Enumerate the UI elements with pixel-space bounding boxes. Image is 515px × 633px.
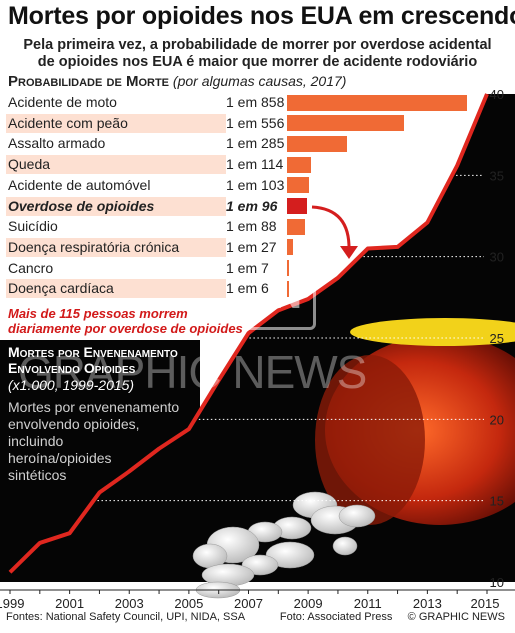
category-label: Acidente de moto: [8, 94, 117, 110]
x-tick-label: 2003: [115, 596, 144, 611]
brand-credit: © GRAPHIC NEWS: [407, 611, 505, 623]
probability-bar: [287, 280, 289, 297]
area-chart-legend: Mortes por envenenamento envolvendo opio…: [8, 399, 193, 484]
row-shade: [6, 279, 226, 299]
footer-credits: Foto: Associated Press © GRAPHIC NEWS: [280, 611, 505, 623]
probability-bar: [287, 94, 467, 111]
x-tick-label: 2011: [354, 596, 382, 611]
watermark-text: GRAPHIC NEWS: [18, 346, 367, 398]
probability-label: 1 em 96: [226, 197, 278, 214]
x-tick-label: 2005: [174, 596, 203, 611]
row-shade: [6, 155, 226, 175]
page-title: Mortes por opioides nos EUA em crescendo: [8, 2, 515, 30]
area-chart-title-line-1: Mortes por Envenenamento: [8, 344, 178, 360]
area-chart-title: Mortes por Envenenamento Envolvendo Opio…: [8, 344, 178, 376]
probability-note: (por algumas causas, 2017): [172, 73, 347, 89]
callout-line-2: diariamente por overdose de opioides: [8, 321, 243, 336]
y-tick-label: 10: [490, 575, 504, 590]
pill-icon: [338, 504, 376, 528]
probability-label: 1 em 88: [226, 218, 277, 235]
probability-label: 1 em 114: [226, 156, 284, 173]
legend-line-2: envolvendo opioides,: [8, 416, 140, 432]
pill-icon: [332, 536, 358, 556]
y-tick-label: 35: [490, 168, 504, 183]
probability-bar: [287, 156, 311, 173]
probability-title: Probabilidade de Morte: [8, 73, 170, 90]
pill-bottle-icon: [315, 318, 515, 525]
y-tick-label: 25: [490, 331, 504, 346]
probability-label: 1 em 858: [226, 94, 285, 110]
x-tick-label: 2009: [294, 596, 323, 611]
x-tick-label: 2015: [471, 596, 500, 611]
subtitle-line-1: Pela primeira vez, a probabilidade de mo…: [23, 37, 492, 53]
x-tick-label: 2001: [55, 596, 84, 611]
probability-header: Probabilidade de Morte (por algumas caus…: [8, 73, 346, 90]
callout-line-1: Mais de 115 pessoas morrem: [8, 306, 188, 321]
probability-bar: [287, 218, 306, 235]
photo-credit: Foto: Associated Press: [279, 611, 393, 623]
legend-line-5: sintéticos: [8, 467, 67, 483]
sources-text: Fontes: National Safety Council, UPI, NI…: [6, 611, 245, 623]
subtitle: Pela primeira vez, a probabilidade de mo…: [0, 37, 515, 71]
daily-deaths-callout: Mais de 115 pessoas morrem diariamente p…: [8, 306, 243, 336]
probability-label: 1 em 103: [226, 176, 285, 193]
legend-line-4: heroína/opioides: [8, 450, 112, 466]
probability-bar: [287, 260, 289, 277]
y-tick-label: 40: [490, 87, 504, 102]
category-label: Cancro: [8, 259, 54, 276]
x-tick-label: 2007: [234, 596, 263, 611]
y-tick-label: 30: [490, 250, 504, 265]
row-shade: [6, 113, 226, 133]
probability-label: 1 em 556: [226, 114, 285, 131]
category-label: Queda: [8, 156, 51, 173]
category-label: Acidente com peão: [8, 114, 128, 131]
probability-label: 1 em 285: [226, 135, 285, 152]
probability-bar: [287, 239, 293, 256]
y-tick-label: 20: [490, 412, 504, 427]
probability-label: 1 em 6: [226, 280, 269, 297]
arrow-icon: [311, 205, 351, 251]
probability-bar: [287, 115, 404, 132]
probability-label: 1 em 7: [226, 259, 269, 276]
row-shade: [6, 196, 226, 216]
arrowhead-icon: [340, 246, 358, 259]
legend-line-3: incluindo: [8, 433, 64, 449]
probability-bar: [287, 135, 347, 152]
sources: Fontes: National Safety Council, UPI, NI…: [6, 611, 246, 623]
subtitle-line-2: de opioides nos EUA é maior que morrer d…: [37, 54, 478, 70]
category-label: Doença respiratória crónica: [8, 238, 180, 255]
category-label: Suicídio: [8, 218, 58, 235]
y-tick-label: 15: [490, 494, 504, 509]
row-shade: [6, 237, 226, 257]
category-label: Overdose de opioides: [8, 197, 155, 214]
category-label: Doença cardíaca: [8, 280, 114, 297]
pill-icon: [265, 541, 315, 569]
dark-panel: [0, 340, 200, 582]
area-chart-subtitle: (x1.000, 1999-2015): [8, 377, 135, 393]
area-chart-title-line-2: Envolvendo Opioides: [8, 360, 136, 376]
category-label: Acidente de automóvel: [8, 176, 151, 193]
probability-label: 1 em 27: [226, 238, 277, 255]
category-label: Assalto armado: [8, 135, 106, 152]
x-tick-label: 2013: [413, 596, 442, 611]
watermark-logo: GN: [228, 262, 316, 330]
legend-line-1: Mortes por envenenamento: [8, 399, 180, 415]
x-tick-label: 1999: [0, 596, 24, 611]
probability-bar: [287, 177, 309, 194]
probability-bar: [287, 198, 308, 214]
